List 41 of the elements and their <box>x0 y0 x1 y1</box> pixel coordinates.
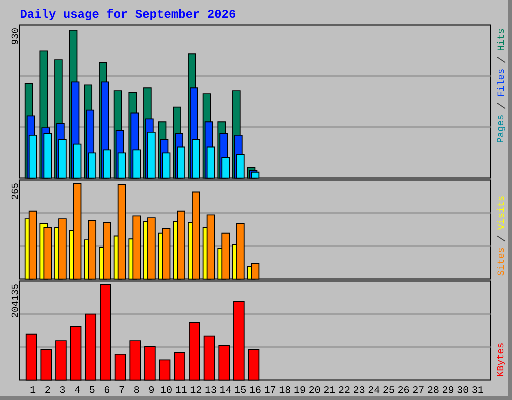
x-tick-label: 13 <box>206 386 216 394</box>
x-tick-label: 22 <box>339 386 350 394</box>
text: Hits <box>497 29 504 51</box>
x-tick-label: 11 <box>176 386 187 394</box>
x-tick-label: 9 <box>149 386 154 394</box>
x-tick-label: 27 <box>413 386 424 394</box>
x-tick-label: 8 <box>134 386 140 394</box>
text: Pages <box>497 116 506 143</box>
x-tick-label: 17 <box>265 386 276 394</box>
x-tick-label: 4 <box>75 386 80 394</box>
x-tick-label: 7 <box>120 386 124 394</box>
x-tick-label: 3 <box>60 386 66 394</box>
x-tick-label: 19 <box>294 386 306 394</box>
x-tick-label: 26 <box>398 386 410 394</box>
x-tick-label: 15 <box>235 386 246 394</box>
x-tick-label: 12 <box>190 386 202 394</box>
x-tick-label: 5 <box>90 386 95 394</box>
text: KBytes <box>497 344 506 376</box>
x-tick-label: 29 <box>443 386 454 394</box>
x-tick-label: 18 <box>280 386 291 394</box>
text: 265 <box>12 184 18 200</box>
x-tick-label: 1 <box>30 386 36 394</box>
text: Sites <box>497 248 504 276</box>
x-tick-label: 2 <box>46 386 50 394</box>
x-tick-label: 16 <box>250 386 261 394</box>
x-tick-label: 24 <box>368 386 380 394</box>
x-tick-label: 30 <box>458 386 469 394</box>
x-tick-label: 6 <box>104 386 110 394</box>
x-tick-label: 10 <box>161 386 172 394</box>
x-tick-label: 28 <box>428 386 439 394</box>
x-tick-label: 20 <box>310 386 320 394</box>
text: Files <box>497 70 504 96</box>
text: Visits <box>497 196 504 230</box>
chart-title: Daily usage for September 2026 <box>20 9 236 21</box>
x-tick-label: 14 <box>220 386 232 394</box>
text: 204135 <box>12 284 18 318</box>
x-tick-label: 21 <box>324 386 336 394</box>
x-tick-label: 23 <box>354 386 365 394</box>
x-tick-label: 25 <box>384 386 394 394</box>
x-tick-label: 31 <box>472 386 484 394</box>
text: 930 <box>12 28 18 44</box>
